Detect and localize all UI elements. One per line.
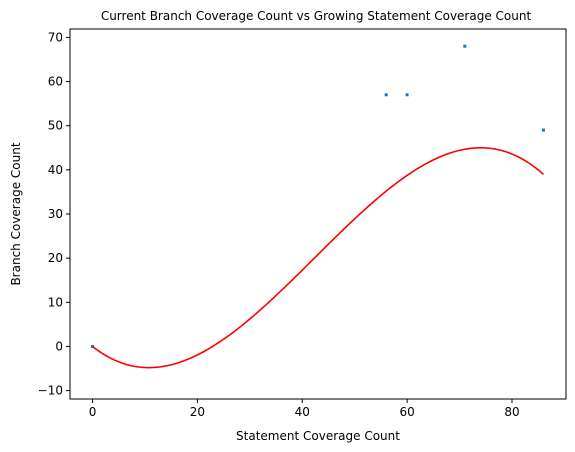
x-tick-label: 40 <box>295 405 310 419</box>
x-axis: 0 20 40 60 80 <box>89 399 520 419</box>
y-tick-label: 20 <box>48 251 63 265</box>
fit-curve-line <box>92 146 544 369</box>
x-tick-label: 80 <box>504 405 519 419</box>
y-tick-label: 60 <box>48 75 63 89</box>
x-tick-label: 60 <box>399 405 414 419</box>
plot-frame <box>69 28 567 400</box>
y-axis-label: Branch Coverage Count <box>9 142 23 285</box>
x-axis-label: Statement Coverage Count <box>236 429 400 443</box>
y-tick-label: 70 <box>48 30 63 44</box>
y-tick-label: 50 <box>48 119 63 133</box>
x-tick-label: 20 <box>190 405 205 419</box>
y-tick-label: −10 <box>38 384 63 398</box>
data-point <box>541 128 545 132</box>
data-point <box>405 93 409 97</box>
data-point <box>384 93 388 97</box>
y-axis: −10 0 10 20 30 40 50 60 70 <box>38 30 70 398</box>
plot-area <box>91 44 545 369</box>
y-tick-label: 30 <box>48 207 63 221</box>
data-point <box>463 44 467 48</box>
y-tick-label: 10 <box>48 295 63 309</box>
chart-title: Current Branch Coverage Count vs Growing… <box>101 9 532 23</box>
y-tick-label: 0 <box>55 339 63 353</box>
data-point <box>91 344 95 348</box>
x-tick-label: 0 <box>89 405 97 419</box>
y-tick-label: 40 <box>48 163 63 177</box>
